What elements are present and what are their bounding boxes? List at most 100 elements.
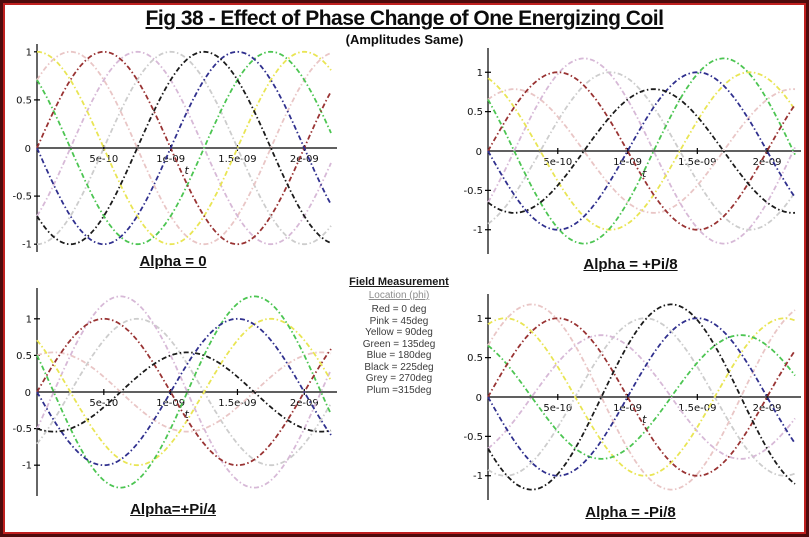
legend-entry: Blue = 180deg [366,350,432,361]
y-tick-label: -0.5 [12,424,32,435]
curve-plum [487,57,796,245]
curve-red [487,71,796,231]
y-tick-label: -0.5 [12,192,32,203]
curve-pink [487,88,796,214]
curve-black [36,351,332,433]
curve-grey [36,317,332,467]
plot-alpha-plus-pi8: 5e-10 1e-09 1.5e-09 2e-09 t 1 0.5 -0.5 -1 0 [458,44,803,263]
x-tick-label: 1.5e-09 [678,403,716,414]
y-tick-label: -1 [22,240,32,251]
curve-pink [36,351,332,433]
plot-label-text: Alpha=+Pi/4 [130,501,216,518]
origin-label: 0 [25,388,31,399]
plot-alpha-minus-pi8: 5e-10 1e-09 1.5e-09 2e-09 t 1 0.5 -0.5 -1 0 [458,290,803,509]
x-tick-label: 1.5e-09 [678,157,716,168]
curve-green [487,334,796,460]
legend-entry: Grey = 270deg [365,373,433,384]
x-tick-label: 1.5e-09 [218,398,256,409]
plot-label-alpha-plus-pi8: Alpha = +Pi/8 [458,256,803,273]
curve-green [36,295,332,489]
x-tick-label: 2e-09 [290,154,319,165]
curve-black [487,303,796,491]
curve-green [487,57,796,245]
legend-box: Field Measurement Location (phi) Red = 0… [337,276,461,396]
plot-label-text: Alpha = 0 [139,253,207,270]
y-tick-label: 1 [26,47,32,58]
figure-title-text: Fig 38 - Effect of Phase Change of One E… [145,7,664,30]
curve-black [487,88,796,214]
curve-plum [36,295,332,489]
y-tick-label: 0.5 [16,351,32,362]
y-tick-label: 1 [26,314,32,325]
curve-pink [36,50,332,246]
curve-grey [487,317,796,477]
t-axis-label: t [185,164,190,177]
y-tick-label: 1 [477,314,483,325]
curve-pink [487,303,796,491]
plot-alpha-0: 5e-10 1e-09 1.5e-09 2e-09 t 1 0.5 -0.5 -1 0 [7,40,339,261]
curve-grey [36,50,332,246]
curve-yellow [487,317,796,477]
origin-label: 0 [25,144,31,155]
figure-title: Fig 38 - Effect of Phase Change of One E… [5,7,804,31]
x-tick-label: 1e-09 [156,154,185,165]
plot-canvas-3: 5e-10 1e-09 1.5e-09 2e-09 t 1 0.5 -0.5 -1 0 [463,294,801,500]
curve-green [36,50,332,246]
x-tick-label: 1e-09 [613,157,642,168]
legend-entry: Green = 135deg [362,338,436,350]
y-tick-label: -0.5 [463,432,483,443]
plot-label-alpha-0: Alpha = 0 [7,253,339,270]
plot-label-text: Alpha = +Pi/8 [583,256,678,273]
x-tick-label: 2e-09 [753,403,782,414]
legend-entry: Plum =315deg [366,384,432,396]
x-tick-label: 5e-10 [89,398,118,409]
origin-label: 0 [476,393,482,404]
legend-title: Field Measurement [349,276,449,288]
t-axis-label: t [642,413,647,426]
legend-entry: Yellow = 90deg [365,327,433,338]
x-tick-label: 5e-10 [543,157,572,168]
plot-label-alpha-plus-pi4: Alpha=+Pi/4 [7,501,339,518]
t-axis-label: t [185,408,190,421]
t-axis-label: t [642,167,647,180]
y-tick-label: -1 [22,461,32,472]
x-tick-label: 1e-09 [156,398,185,409]
curve-blue [36,317,332,467]
curve-red [36,317,332,467]
plot-alpha-plus-pi4: 5e-10 1e-09 1.5e-09 2e-09 t 1 0.5 -0.5 -1 0 [7,284,339,505]
plot-canvas-0: 5e-10 1e-09 1.5e-09 2e-09 t 1 0.5 -0.5 -1 0 [12,44,337,252]
curve-grey [487,71,796,231]
legend-entry: Red = 0 deg [371,304,427,315]
x-tick-label: 5e-10 [89,154,118,165]
y-tick-label: 1 [477,68,483,79]
y-tick-label: 0.5 [467,353,483,364]
curve-plum [487,334,796,460]
curve-black [36,50,332,246]
plot-canvas-1: 5e-10 1e-09 1.5e-09 2e-09 t 1 0.5 -0.5 -1 0 [463,48,801,254]
curve-plum [36,50,332,246]
curve-blue [487,317,796,477]
x-tick-label: 1.5e-09 [218,154,256,165]
x-tick-label: 2e-09 [753,157,782,168]
figure-subtitle: (Amplitudes Same) [345,32,464,47]
y-tick-label: 0.5 [467,107,483,118]
origin-label: 0 [476,147,482,158]
curve-red [487,317,796,477]
y-tick-label: -1 [473,471,483,482]
y-tick-label: -1 [473,225,483,236]
curve-yellow [36,317,332,467]
plot-label-alpha-minus-pi8: Alpha = -Pi/8 [458,504,803,521]
figure-background: Fig 38 - Effect of Phase Change of One E… [3,3,806,534]
y-tick-label: 0.5 [16,95,32,106]
y-tick-label: -0.5 [463,186,483,197]
curve-yellow [36,50,332,246]
x-tick-label: 2e-09 [290,398,319,409]
plot-canvas-2: 5e-10 1e-09 1.5e-09 2e-09 t 1 0.5 -0.5 -1 0 [12,288,337,496]
curve-blue [487,71,796,231]
legend-entries: Red = 0 deg Pink = 45deg Yellow = 90deg Gre… [337,304,461,396]
plot-label-text: Alpha = -Pi/8 [585,504,676,521]
legend-location-label: Location (phi) [368,290,430,301]
x-tick-label: 1e-09 [613,403,642,414]
curve-yellow [487,71,796,231]
